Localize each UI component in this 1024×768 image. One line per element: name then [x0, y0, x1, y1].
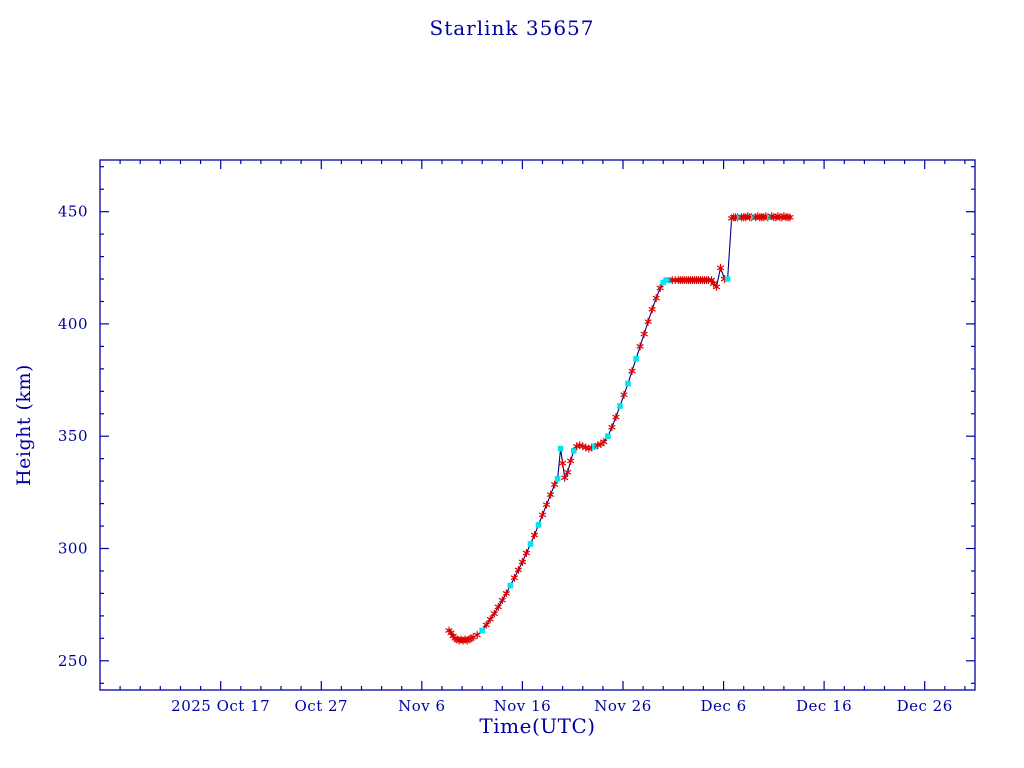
measurement-marker-asterisk: [510, 573, 518, 582]
measurement-marker-asterisk: [530, 531, 538, 539]
measurement-marker-cyan: [554, 476, 561, 482]
measurement-marker-asterisk: [543, 500, 551, 509]
measurement-marker-asterisk: [522, 549, 530, 557]
measurement-marker-asterisk: [486, 615, 494, 624]
height-series-line: [448, 215, 790, 642]
measurement-marker-cyan: [736, 214, 743, 221]
measurement-marker-asterisk: [502, 589, 510, 598]
y-tick-label: 350: [58, 427, 88, 445]
x-tick-label: Nov 16: [494, 697, 552, 715]
measurement-marker-asterisk: [564, 468, 572, 477]
measurement-marker-asterisk: [473, 631, 481, 639]
measurement-marker-asterisk: [514, 565, 522, 574]
measurement-marker-cyan: [724, 276, 731, 282]
measurement-marker-asterisk: [713, 282, 721, 291]
x-tick-label: Oct 27: [295, 697, 349, 715]
measurement-marker-asterisk: [482, 620, 490, 629]
y-tick-label: 300: [58, 540, 88, 558]
measurement-marker-cyan: [750, 214, 757, 221]
measurement-marker-asterisk: [620, 390, 628, 399]
chart-title: Starlink 35657: [429, 16, 595, 40]
y-tick-label: 400: [58, 315, 88, 333]
measurement-marker-cyan: [660, 279, 666, 286]
measurement-marker-cyan: [625, 380, 631, 387]
measurement-marker-asterisk: [561, 473, 569, 482]
x-tick-label: Dec 16: [796, 697, 852, 715]
measurement-marker-asterisk: [628, 367, 636, 376]
measurement-marker-asterisk: [636, 342, 644, 351]
measurement-marker-asterisk: [717, 263, 725, 272]
measurement-marker-asterisk: [551, 480, 559, 489]
x-tick-label: Nov 26: [594, 697, 652, 715]
measurement-marker-cyan: [507, 582, 514, 589]
measurement-marker-asterisk: [656, 284, 664, 292]
measurement-marker-asterisk: [640, 330, 648, 338]
measurement-marker-cyan: [666, 277, 673, 283]
x-tick-label: Nov 6: [398, 697, 445, 715]
measurement-marker-asterisk: [648, 305, 656, 314]
measurement-marker-asterisk: [652, 294, 660, 303]
measurement-marker-asterisk: [494, 602, 502, 611]
measurement-marker-cyan: [479, 627, 485, 634]
measurement-marker-cyan: [570, 448, 577, 454]
measurement-marker-cyan: [527, 541, 534, 547]
measurement-marker-asterisk: [498, 596, 506, 605]
x-tick-label: Dec 6: [701, 697, 747, 715]
measurement-marker-cyan: [617, 403, 623, 409]
measurement-marker-cyan: [633, 356, 639, 362]
measurement-marker-asterisk: [490, 609, 498, 618]
plot-frame: [99, 159, 976, 691]
measurement-marker-asterisk: [612, 413, 620, 422]
y-tick-label: 450: [58, 203, 88, 221]
measurement-marker-asterisk: [539, 510, 547, 519]
x-tick-label: Dec 26: [897, 697, 953, 715]
x-axis-label: Time(UTC): [479, 714, 596, 738]
measurement-marker-asterisk: [567, 456, 575, 465]
measurement-marker-asterisk: [786, 213, 794, 222]
measurement-marker-cyan: [663, 277, 669, 283]
measurement-marker-cyan: [605, 433, 611, 439]
measurement-marker-asterisk: [608, 423, 616, 432]
measurement-marker-asterisk: [547, 490, 555, 499]
measurement-marker-asterisk: [600, 437, 608, 446]
x-tick-label: 2025 Oct 17: [171, 697, 270, 715]
measurement-marker-cyan: [535, 522, 542, 528]
measurement-marker-cyan: [557, 445, 564, 452]
measurement-marker-asterisk: [518, 558, 526, 566]
measurement-marker-asterisk: [644, 317, 652, 326]
measurement-marker-asterisk: [559, 459, 567, 468]
y-tick-label: 250: [58, 652, 88, 670]
